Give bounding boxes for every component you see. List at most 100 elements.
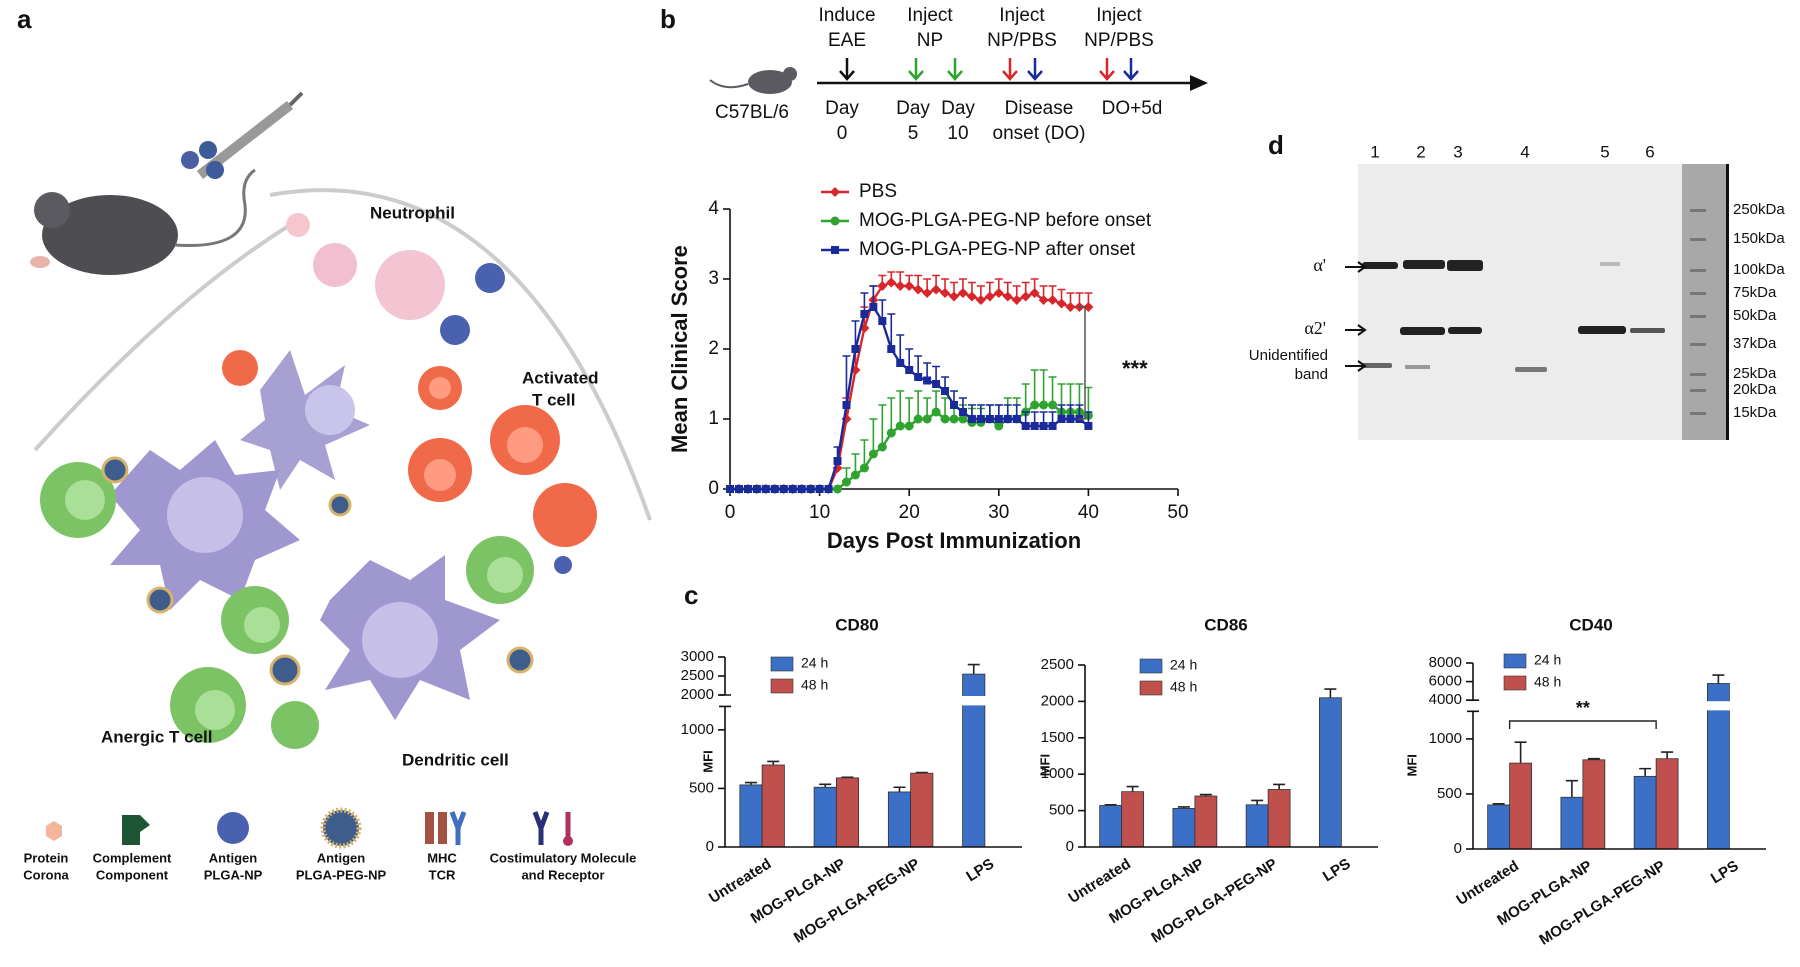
y-tick-label: 4 <box>708 198 719 219</box>
x-tick-label: LPS <box>1708 857 1742 887</box>
lane-label: 3 <box>1453 142 1462 161</box>
error-bar <box>1251 799 1264 805</box>
point <box>815 485 824 493</box>
legend-label: and Receptor <box>521 867 604 882</box>
point <box>842 401 851 409</box>
point <box>1038 295 1049 305</box>
axis-break <box>716 696 1023 706</box>
panel-label: d <box>1268 130 1284 160</box>
bar <box>1319 697 1342 848</box>
legend-swatch <box>1139 680 1163 696</box>
legend-label: PLGA-PEG-NP <box>296 867 387 882</box>
marker-label: 75kDa <box>1733 284 1777 301</box>
point <box>1065 302 1076 312</box>
point <box>726 485 734 493</box>
bar <box>1509 762 1533 850</box>
point <box>1084 422 1093 430</box>
point <box>1083 302 1094 312</box>
panel-label: c <box>684 580 698 610</box>
chart-title: CD40 <box>1569 615 1612 634</box>
event-label: EAE <box>828 30 866 51</box>
legend-label: Corona <box>23 867 69 882</box>
point <box>1002 291 1013 302</box>
legend-marker <box>830 216 840 226</box>
x-axis-label: Days Post Immunization <box>827 528 1081 553</box>
time-label: DO+5d <box>1102 98 1163 119</box>
event-label: NP <box>917 30 943 51</box>
x-tick-label: Untreated <box>1065 855 1133 907</box>
point <box>895 421 905 431</box>
band-label: α' <box>1313 255 1326 275</box>
bar <box>1172 808 1196 848</box>
point <box>1012 415 1021 423</box>
y-tick-label: 2 <box>708 338 719 359</box>
y-axis-label: MFI <box>1404 754 1419 776</box>
time-label: onset (DO) <box>993 123 1086 144</box>
point <box>984 291 995 302</box>
cell-label: Anergic T cell <box>101 727 212 746</box>
marker-label: 100kDa <box>1733 261 1785 278</box>
error-bar <box>860 439 869 468</box>
bar <box>1655 758 1679 850</box>
x-tick-label: 40 <box>1078 502 1099 523</box>
bar <box>887 791 912 848</box>
error-bar <box>1565 779 1578 798</box>
lane-label: 2 <box>1416 142 1425 161</box>
legend-swatch <box>1503 675 1527 691</box>
legend-label: Costimulatory Molecule <box>490 850 637 865</box>
error-bar <box>1039 369 1048 405</box>
legend-label: TCR <box>429 867 456 882</box>
point <box>940 414 950 424</box>
bar <box>1099 805 1123 848</box>
legend-label: 24 h <box>1170 657 1197 673</box>
y-tick-label: 1000 <box>1429 730 1462 747</box>
error-bar <box>819 783 832 788</box>
cell-label: T cell <box>532 390 575 409</box>
point <box>931 284 942 295</box>
x-tick-label: LPS <box>1320 855 1354 885</box>
point <box>878 317 887 325</box>
point <box>752 485 761 493</box>
error-bar <box>1126 785 1139 792</box>
point <box>1048 422 1057 430</box>
marker-label: 25kDa <box>1733 365 1777 382</box>
point <box>985 415 994 423</box>
y-tick-label: 1000 <box>1041 765 1074 782</box>
time-label: Disease <box>1005 98 1074 119</box>
legend-label: Antigen <box>209 850 257 865</box>
point <box>950 401 958 409</box>
error-bar <box>887 313 896 349</box>
x-tick-label: MOG-PLGA-PEG-NP <box>791 855 923 946</box>
y-tick-label: 3 <box>708 268 719 289</box>
point <box>1057 415 1066 423</box>
point <box>743 485 752 493</box>
point <box>1047 295 1058 305</box>
x-tick-label: 10 <box>809 502 830 523</box>
significance-bracket <box>1508 720 1657 729</box>
bar <box>1194 795 1218 848</box>
x-tick-label: 0 <box>725 502 736 523</box>
chart-title: CD80 <box>835 615 878 634</box>
x-tick-label: 30 <box>988 502 1009 523</box>
point <box>904 281 915 291</box>
point <box>761 485 770 493</box>
marker-label: 250kDa <box>1733 201 1785 218</box>
bar <box>1121 791 1145 848</box>
y-tick-label: 1 <box>708 408 719 429</box>
point <box>993 288 1004 298</box>
event-label: NP/PBS <box>987 30 1057 51</box>
point <box>913 414 923 424</box>
legend-swatch <box>1503 653 1527 669</box>
legend-marker <box>831 246 839 254</box>
y-tick-label: 2500 <box>681 667 714 684</box>
legend-label: Component <box>96 867 169 882</box>
marker-label: 150kDa <box>1733 230 1785 247</box>
legend-swatch <box>770 678 794 694</box>
point <box>860 310 869 318</box>
point <box>975 295 986 305</box>
point <box>1003 415 1012 423</box>
y-tick-label: 1000 <box>681 721 714 738</box>
chart-title: CD86 <box>1204 615 1247 634</box>
y-tick-label: 3000 <box>681 648 714 665</box>
